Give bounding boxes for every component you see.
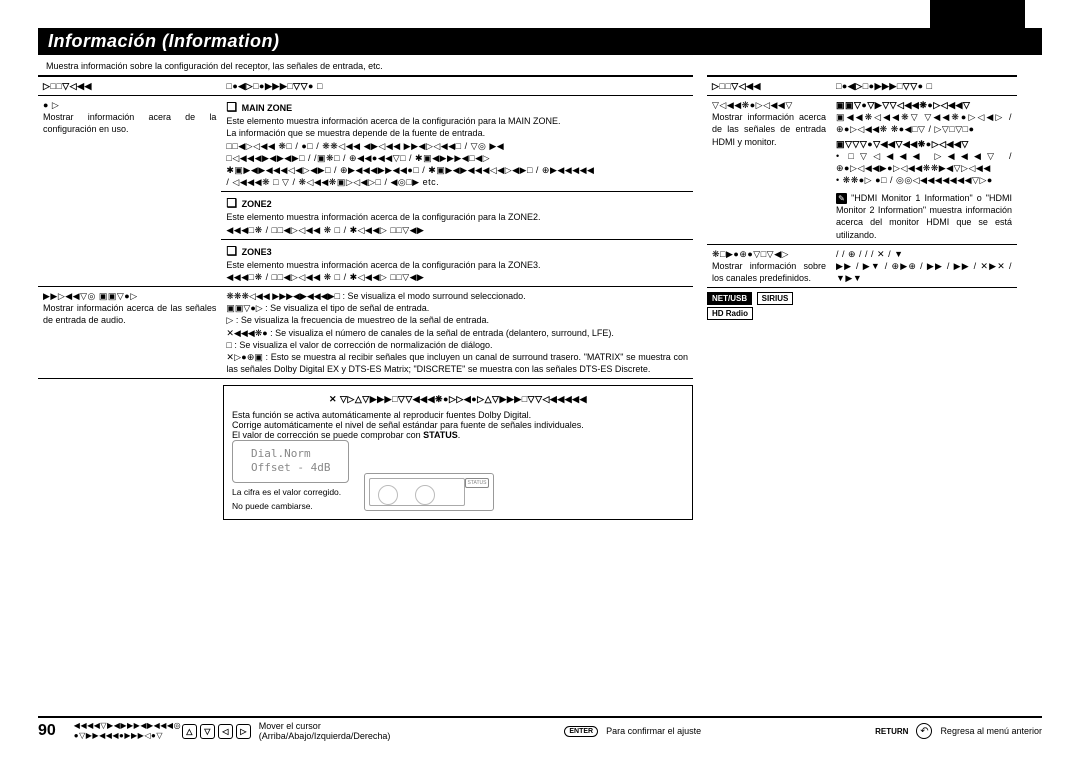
header-tab [930, 0, 1025, 28]
col-header-items-r: ▷□□▽◁◀◀ [707, 76, 831, 96]
page-number: 90 [38, 722, 56, 740]
hdmi-note-cell: ✎ "HDMI Monitor 1 Information" o "HDMI M… [831, 189, 1017, 244]
col-header-desc-r: □●◀▷□●▶▶▶□▽▽● □ [831, 76, 1017, 96]
badge-netusb: NET/USB [707, 292, 752, 305]
cursor-text: Mover el cursor (Arriba/Abajo/Izquierda/… [259, 721, 391, 741]
hdmi-label-cell: ▽◁◀◀❋●▷◁◀◀▽ Mostrar información acerca d… [707, 96, 831, 189]
box-caption2: No puede cambiarse. [232, 501, 349, 511]
nav-buttons[interactable]: △ ▽ ◁ ▷ [182, 724, 251, 739]
audio-label-cell: ▶▶▷◀◀▽◎ ▣▣▽●▷ Mostrar información acerca… [38, 287, 221, 379]
intro-text: Muestra información sobre la configuraci… [38, 61, 1042, 71]
nav-down-icon[interactable]: ▽ [200, 724, 215, 739]
nav-right-icon[interactable]: ▷ [236, 724, 251, 739]
nav-up-icon[interactable]: △ [182, 724, 197, 739]
audio-desc-cell: ❋❋❋◁◀◀ ▶▶▶◀▶◀◀◀▶□ : Se visualiza el modo… [221, 287, 693, 379]
box-p2: Corrige automáticamente el nivel de seña… [232, 420, 684, 430]
left-table: ▷□□▽◁◀◀ □●◀▷□●▶▶▶□▽▽● □ ● ▷ Mostrar info… [38, 75, 693, 379]
hdmi-desc-cell: ▣▣▽●▽▶▽▽◁◀◀❋●▷◁◀◀▽ ▣◀◀❋◁◀◀❋▽ ▽◀◀❋●▷◁◀▷ /… [831, 96, 1017, 189]
page-title: Información (Information) [38, 28, 1042, 55]
mainzone-cell: ❑ MAIN ZONE Este elemento muestra inform… [221, 96, 693, 192]
badges: NET/USB SIRIUS HD Radio [707, 288, 1017, 320]
box-title: ✕ ▽▷△▽▶▶▶□▽▽◀◀◀❋●▷▷◀●▷△▽▶▶▶□▽▽◁◀◀◀◀◀ [232, 394, 684, 405]
col-header-desc: □●◀▷□●▶▶▶□▽▽● □ [221, 76, 693, 96]
preset-desc-cell: / / ⊕ / / / ✕ / ▼ ▶▶ / ▶▼ / ⊕▶⊕ / ▶▶ / ▶… [831, 244, 1017, 287]
badge-hdradio: HD Radio [707, 307, 753, 320]
footer: 90 ◀◀◀◀▽▶◀▶▶▶◀▶◀◀◀◎ ●▽▶▶◀◀◀●▶▶▶◁●▽ △ ▽ ◁… [38, 716, 1042, 741]
badge-sirius: SIRIUS [757, 292, 794, 305]
footer-sym-block: ◀◀◀◀▽▶◀▶▶▶◀▶◀◀◀◎ ●▽▶▶◀◀◀●▶▶▶◁●▽ [74, 721, 174, 740]
box-caption1: La cifra es el valor corregido. [232, 487, 349, 497]
preset-label-cell: ❋□▶●⊕●▽□▽◀▷ Mostrar información sobre lo… [707, 244, 831, 287]
enter-button[interactable]: ENTER [564, 726, 598, 737]
return-block: RETURN [875, 727, 908, 736]
right-table: ▷□□▽◁◀◀ □●◀▷□●▶▶▶□▽▽● □ ▽◁◀◀❋●▷◁◀◀▽ Most… [707, 75, 1017, 288]
return-text: Regresa al menú anterior [940, 726, 1042, 736]
dialog-norm-box: ✕ ▽▷△▽▶▶▶□▽▽◀◀◀❋●▷▷◀●▷△▽▶▶▶□▽▽◁◀◀◀◀◀ Est… [223, 385, 693, 520]
zone3-cell: ❑ ZONE3 Este elemento muestra informació… [221, 239, 693, 286]
lcd-display: Dial.Norm Offset - 4dB [232, 440, 349, 483]
box-p3: El valor de corrección se puede comproba… [232, 430, 684, 440]
status-label-cell: ● ▷ Mostrar información acera de la conf… [38, 96, 221, 192]
return-button[interactable]: ↶ [916, 723, 932, 739]
enter-text: Para confirmar el ajuste [606, 726, 701, 736]
nav-left-icon[interactable]: ◁ [218, 724, 233, 739]
col-header-items: ▷□□▽◁◀◀ [38, 76, 221, 96]
box-p1: Esta función se activa automáticamente a… [232, 410, 684, 420]
device-illustration: STATUS [364, 473, 494, 511]
zone2-cell: ❑ ZONE2 Este elemento muestra informació… [221, 192, 693, 239]
note-icon: ✎ [836, 193, 847, 204]
